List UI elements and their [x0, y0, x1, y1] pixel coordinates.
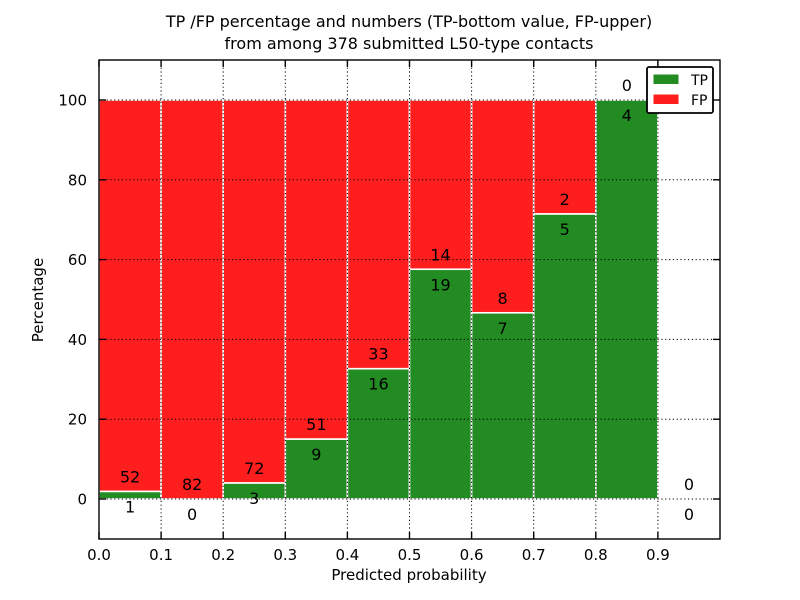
tp-bar-0.8-0.9 — [594, 99, 659, 500]
tp-count-label-0.2-0.3: 3 — [249, 489, 259, 508]
y-tick-label-0: 0 — [77, 491, 87, 509]
x-tick-label-0.5: 0.5 — [398, 546, 422, 564]
fp-count-label-0.5-0.6: 14 — [430, 245, 450, 264]
grid-layer — [99, 60, 720, 539]
x-tick-label-0.2: 0.2 — [211, 546, 235, 564]
x-tick-label-0.0: 0.0 — [87, 546, 111, 564]
fp-bar-0.0-0.1 — [98, 99, 162, 493]
fp-bar-0.1-0.2 — [160, 99, 225, 500]
tp-count-label-0.1-0.2: 0 — [187, 505, 197, 524]
fp-bar-0.5-0.6 — [408, 99, 473, 271]
x-tick-label-0.4: 0.4 — [335, 546, 359, 564]
tick-labels-layer: 0.0 0.1 0.2 0.3 0.4 0.5 0.6 0.7 0.8 0.90204060801… — [58, 92, 669, 565]
fp-count-label-0.9-1.0: 0 — [684, 475, 694, 494]
tp-count-label-0.3-0.4: 9 — [311, 445, 321, 464]
fp-bar-0.6-0.7 — [470, 99, 535, 314]
y-tick-label-40: 40 — [68, 331, 87, 349]
legend-swatch-tp-icon — [653, 74, 679, 84]
legend-label-fp: FP — [691, 93, 708, 109]
y-tick-label-20: 20 — [68, 411, 87, 429]
fp-count-label-0.2-0.3: 72 — [244, 459, 264, 478]
chart-title-line2: from among 378 submitted L50-type contac… — [225, 34, 594, 53]
fp-count-label-0.4-0.5: 33 — [368, 345, 388, 364]
fp-count-label-0.3-0.4: 51 — [306, 415, 326, 434]
fp-bar-0.4-0.5 — [346, 99, 411, 370]
tp-count-label-0.8-0.9: 4 — [622, 106, 632, 125]
tp-count-label-0.9-1.0: 0 — [684, 505, 694, 524]
chart-title-line1: TP /FP percentage and numbers (TP-bottom… — [165, 12, 652, 31]
y-tick-label-60: 60 — [68, 251, 87, 269]
fp-count-label-0.6-0.7: 8 — [498, 289, 508, 308]
x-tick-label-0.1: 0.1 — [149, 546, 173, 564]
tp-count-label-0.0-0.1: 1 — [125, 497, 135, 516]
tp-bar-0.6-0.7 — [470, 311, 535, 500]
bars-layer — [98, 99, 659, 500]
legend-swatch-fp-icon — [653, 94, 679, 104]
fp-count-label-0.8-0.9: 0 — [622, 76, 632, 95]
legend: TP FP — [646, 66, 714, 114]
y-tick-label-80: 80 — [68, 171, 87, 189]
fp-count-label-0.0-0.1: 52 — [120, 467, 140, 486]
fp-count-label-0.7-0.8: 2 — [560, 190, 570, 209]
tp-bar-0.3-0.4 — [284, 438, 349, 500]
x-tick-label-0.8: 0.8 — [584, 546, 608, 564]
legend-label-tp: TP — [690, 73, 708, 89]
tp-count-label-0.5-0.6: 19 — [430, 275, 450, 294]
x-tick-label-0.7: 0.7 — [522, 546, 546, 564]
x-tick-label-0.9: 0.9 — [646, 546, 670, 564]
ticks-layer — [98, 60, 720, 539]
fp-bar-0.3-0.4 — [284, 99, 349, 440]
y-tick-label-100: 100 — [58, 92, 87, 110]
tp-count-label-0.6-0.7: 7 — [498, 319, 508, 338]
x-tick-label-0.6: 0.6 — [460, 546, 484, 564]
fp-count-label-0.1-0.2: 82 — [182, 475, 202, 494]
tp-bar-0.5-0.6 — [408, 268, 473, 500]
y-axis-label: Percentage — [29, 258, 47, 342]
x-axis-label: Predicted probability — [331, 566, 486, 584]
tp-count-label-0.4-0.5: 16 — [368, 375, 388, 394]
fp-bar-0.2-0.3 — [222, 99, 287, 484]
x-tick-label-0.3: 0.3 — [273, 546, 297, 564]
tp-count-label-0.7-0.8: 5 — [560, 220, 570, 239]
tp-bar-0.7-0.8 — [532, 213, 597, 500]
